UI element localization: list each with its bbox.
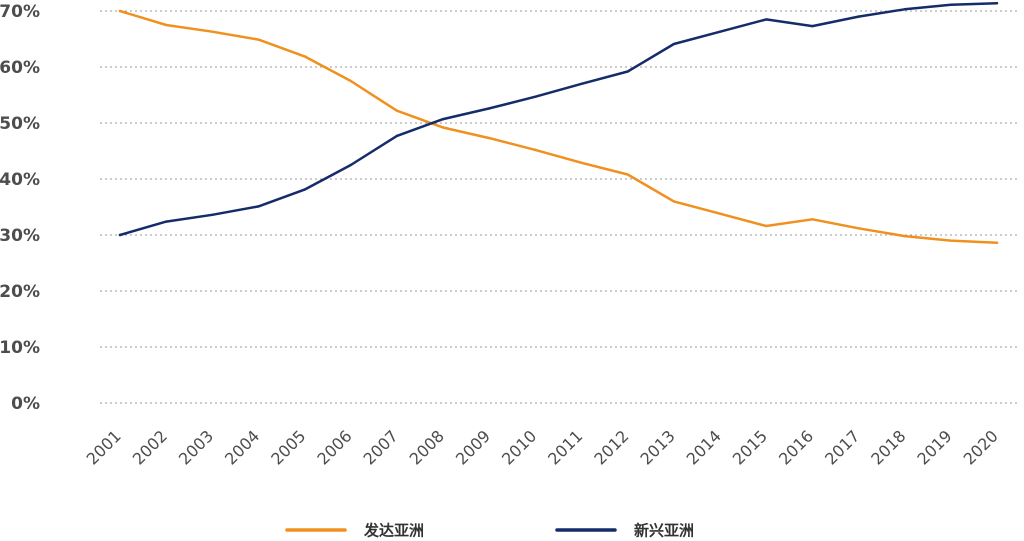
data-point — [303, 188, 306, 191]
data-point — [718, 30, 722, 33]
x-tick-label: 2009 — [452, 426, 494, 468]
y-tick-label: 0% — [11, 394, 40, 414]
data-point — [257, 38, 260, 41]
x-tick-label: 2020 — [960, 426, 1002, 468]
y-tick-label: 40% — [0, 170, 40, 190]
data-point — [395, 134, 399, 138]
series-line-emerging-asia — [118, 1, 999, 237]
data-point — [534, 95, 537, 98]
y-axis-ticks: 0% 10% 20% 30% 40% 50% 60% 70% — [0, 2, 40, 414]
x-tick-label: 2016 — [775, 426, 817, 468]
data-point — [257, 205, 260, 208]
data-point — [857, 227, 860, 230]
series-line-developed-asia — [118, 9, 999, 245]
data-point — [580, 161, 583, 164]
data-point — [811, 24, 814, 28]
y-tick-label: 50% — [0, 114, 40, 134]
gridlines — [100, 10, 1019, 404]
data-point — [857, 15, 860, 18]
data-point — [395, 109, 399, 112]
x-tick-label: 2011 — [544, 426, 586, 468]
data-point — [488, 136, 491, 140]
data-point — [303, 55, 306, 58]
data-point — [164, 23, 168, 27]
data-point — [718, 212, 722, 215]
x-tick-label: 2015 — [729, 426, 771, 468]
y-tick-label: 10% — [0, 338, 40, 358]
y-tick-label: 60% — [0, 58, 40, 78]
x-tick-label: 2001 — [83, 426, 125, 468]
data-point — [211, 30, 214, 33]
x-tick-label: 2017 — [821, 426, 863, 468]
data-point — [765, 18, 768, 21]
legend: 发达亚洲 新兴亚洲 — [285, 522, 694, 540]
data-point — [118, 9, 122, 13]
x-tick-label: 2014 — [683, 426, 725, 468]
x-tick-label: 2005 — [267, 426, 309, 468]
data-point — [765, 224, 768, 228]
data-point — [903, 8, 906, 11]
data-point — [626, 70, 629, 73]
data-point — [995, 1, 999, 5]
x-tick-label: 2012 — [590, 426, 632, 468]
legend-item-emerging-asia: 新兴亚洲 — [555, 522, 694, 540]
data-point — [903, 234, 906, 238]
data-point — [580, 82, 583, 86]
series-lines — [118, 1, 999, 245]
x-tick-label: 2019 — [913, 426, 955, 468]
y-tick-label: 20% — [0, 282, 40, 302]
legend-label-emerging-asia: 新兴亚洲 — [634, 522, 694, 540]
x-tick-label: 2003 — [175, 426, 217, 468]
data-point — [441, 117, 445, 121]
x-tick-label: 2013 — [636, 426, 678, 468]
data-point — [811, 218, 814, 221]
data-point — [164, 220, 168, 223]
legend-label-developed-asia: 发达亚洲 — [363, 522, 424, 540]
data-point — [626, 173, 629, 176]
data-point — [211, 213, 214, 217]
data-point — [349, 79, 352, 83]
x-tick-label: 2007 — [360, 426, 402, 468]
data-point — [349, 163, 352, 167]
x-tick-label: 2004 — [221, 426, 263, 468]
x-tick-label: 2006 — [313, 426, 355, 468]
y-tick-label: 70% — [0, 2, 40, 22]
data-point — [118, 233, 122, 237]
y-tick-label: 30% — [0, 226, 40, 246]
x-tick-label: 2002 — [129, 426, 171, 468]
data-point — [995, 241, 999, 245]
data-point — [672, 200, 676, 203]
legend-item-developed-asia: 发达亚洲 — [285, 522, 424, 540]
x-tick-label: 2008 — [406, 426, 448, 468]
x-tick-label: 2018 — [867, 426, 909, 468]
data-point — [488, 107, 491, 110]
data-point — [949, 239, 953, 242]
x-axis-ticks: 2001 2002 2003 2004 2005 2006 2007 2008 2009 2010… — [83, 426, 1002, 468]
data-point — [672, 42, 676, 46]
data-point — [949, 3, 953, 7]
x-tick-label: 2010 — [498, 426, 540, 468]
data-point — [441, 126, 445, 129]
data-point — [534, 148, 537, 152]
